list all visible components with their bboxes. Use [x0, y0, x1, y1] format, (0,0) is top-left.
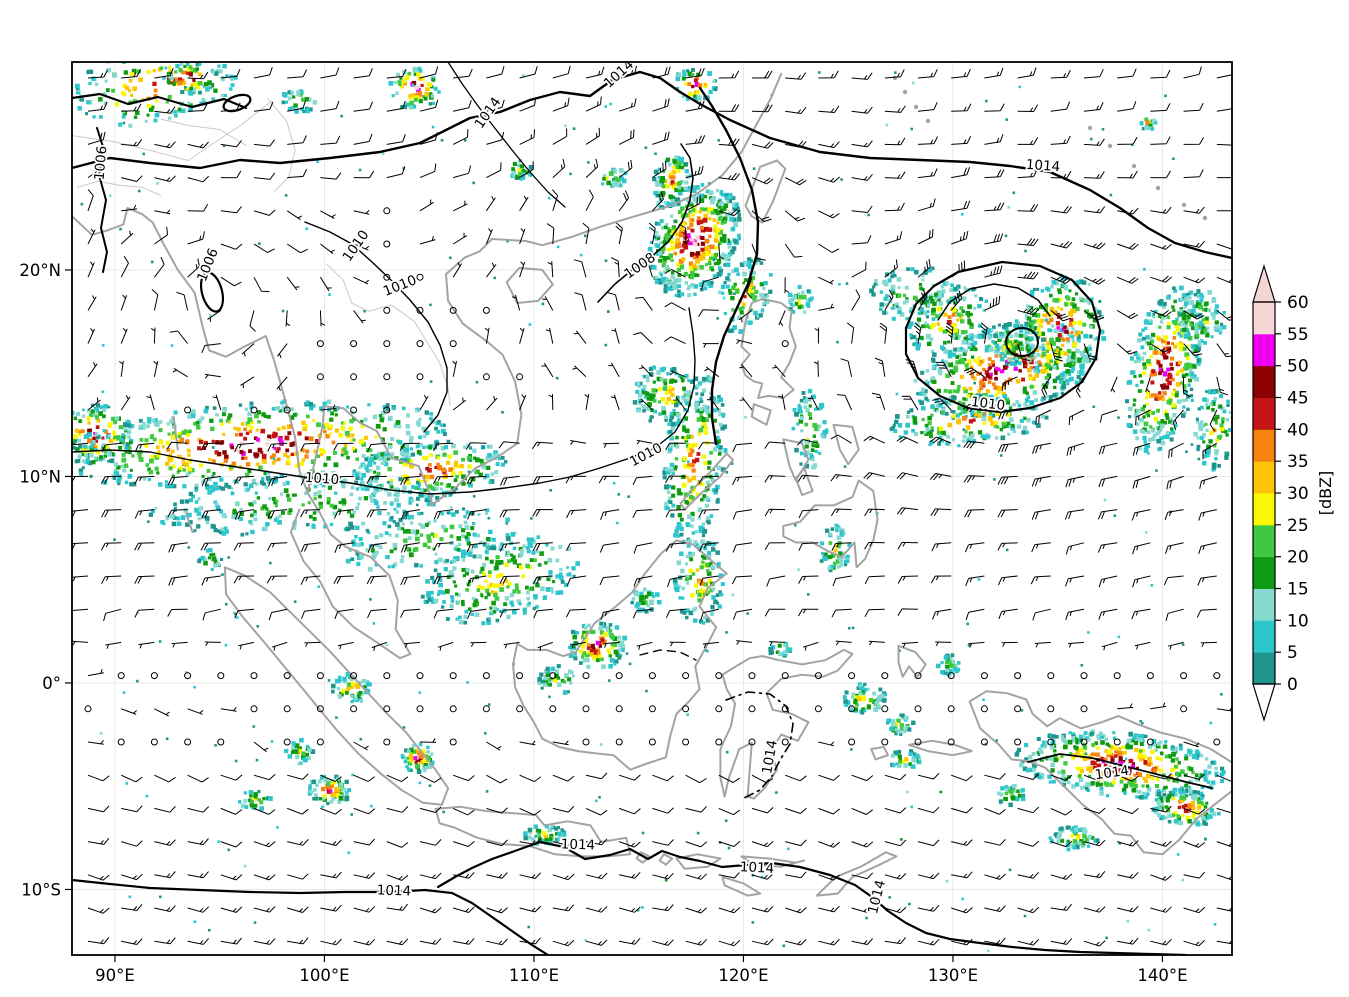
y-axis: 20°N10°N0°10°S: [19, 261, 72, 899]
pressure-contours: [72, 62, 1232, 955]
admin-borders: [72, 98, 451, 407]
x-axis: 90°E 100°E 110°E 120°E 130°E 140°E: [95, 955, 1188, 985]
wind-barbs: [72, 65, 1232, 947]
plot-frame: [71, 61, 1233, 956]
graticule: [72, 62, 1232, 955]
colorbar-unit-label: [dBZ]: [1316, 471, 1335, 516]
